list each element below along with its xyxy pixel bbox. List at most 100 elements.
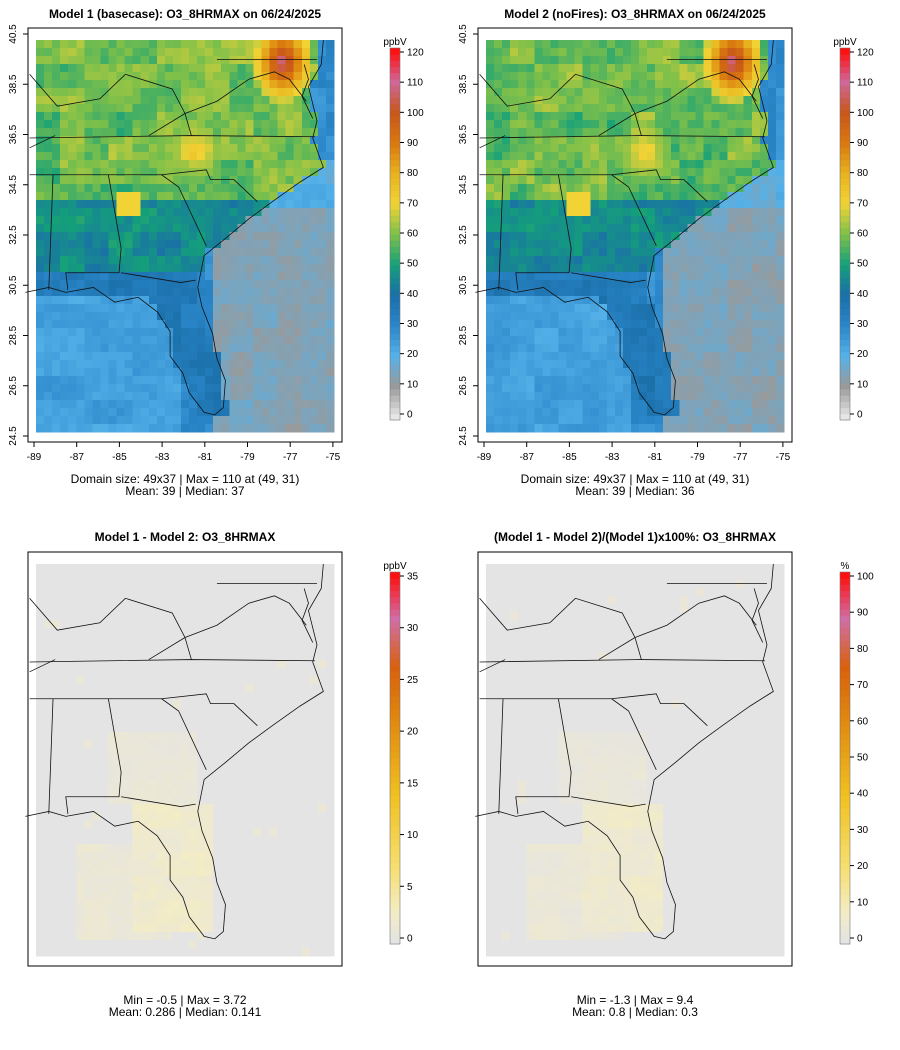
heatmap-cell — [133, 676, 141, 684]
heatmap-cell — [141, 312, 149, 320]
heatmap-cell — [655, 216, 663, 224]
heatmap-cell — [695, 328, 703, 336]
heatmap-cell — [318, 104, 326, 112]
heatmap-cell — [599, 88, 607, 96]
heatmap-cell — [270, 652, 278, 660]
heatmap-cell — [703, 296, 711, 304]
heatmap-cell — [623, 384, 631, 392]
heatmap-cell — [237, 724, 245, 732]
heatmap-cell — [60, 408, 68, 416]
heatmap-cell — [286, 612, 294, 620]
heatmap-cell — [253, 96, 261, 104]
heatmap-cell — [221, 264, 229, 272]
heatmap-cell — [68, 564, 76, 572]
heatmap-cell — [615, 200, 623, 208]
heatmap-cell — [294, 740, 302, 748]
heatmap-cell — [631, 160, 639, 168]
heatmap-cell — [671, 168, 679, 176]
heatmap-cell — [278, 740, 286, 748]
heatmap-cell — [92, 128, 100, 136]
heatmap-cell — [205, 272, 213, 280]
heatmap-cell — [270, 708, 278, 716]
heatmap-cell — [286, 128, 294, 136]
heatmap-cell — [262, 160, 270, 168]
heatmap-cell — [502, 328, 510, 336]
heatmap-cell — [567, 128, 575, 136]
heatmap-cell — [760, 320, 768, 328]
heatmap-cell — [270, 424, 278, 432]
heatmap-cell — [117, 780, 125, 788]
heatmap-cell — [141, 368, 149, 376]
heatmap-cell — [76, 112, 84, 120]
heatmap-cell — [623, 320, 631, 328]
heatmap-cell — [44, 144, 52, 152]
heatmap-cell — [752, 408, 760, 416]
heatmap-cell — [165, 684, 173, 692]
heatmap-cell — [36, 192, 44, 200]
heatmap-cell — [149, 232, 157, 240]
heatmap-cell — [687, 248, 695, 256]
heatmap-cell — [36, 748, 44, 756]
heatmap-cell — [173, 48, 181, 56]
heatmap-cell — [294, 660, 302, 668]
heatmap-cell — [245, 272, 253, 280]
heatmap-cell — [125, 392, 133, 400]
heatmap-cell — [149, 312, 157, 320]
heatmap-cell — [510, 272, 518, 280]
heatmap-cell — [52, 256, 60, 264]
heatmap-cell — [550, 88, 558, 96]
heatmap-cell — [76, 360, 84, 368]
heatmap-cell — [221, 192, 229, 200]
heatmap-cell — [286, 64, 294, 72]
heatmap-cell — [550, 264, 558, 272]
heatmap-cell — [294, 96, 302, 104]
heatmap-cell — [157, 64, 165, 72]
heatmap-cell — [302, 320, 310, 328]
heatmap-cell — [36, 708, 44, 716]
heatmap-cell — [728, 312, 736, 320]
heatmap-cell — [712, 224, 720, 232]
heatmap-cell — [510, 424, 518, 432]
heatmap-cell — [157, 384, 165, 392]
heatmap-cell — [703, 112, 711, 120]
heatmap-cell — [237, 368, 245, 376]
colorbar-swatch — [840, 383, 850, 390]
heatmap-cell — [253, 572, 261, 580]
heatmap-cell — [518, 48, 526, 56]
heatmap-cell — [615, 160, 623, 168]
colorbar-swatch — [390, 284, 400, 291]
heatmap-cell — [776, 216, 784, 224]
heatmap-cell — [326, 304, 334, 312]
heatmap-cell — [133, 48, 141, 56]
heatmap-cell — [502, 80, 510, 88]
heatmap-cell — [68, 732, 76, 740]
heatmap-cell — [550, 72, 558, 80]
heatmap-cell — [286, 288, 294, 296]
heatmap-cell — [205, 112, 213, 120]
heatmap-cell — [84, 224, 92, 232]
heatmap-cell — [100, 764, 108, 772]
heatmap-cell — [607, 416, 615, 424]
heatmap-cell — [60, 684, 68, 692]
heatmap-cell — [237, 668, 245, 676]
heatmap-cell — [213, 384, 221, 392]
heatmap-cell — [534, 72, 542, 80]
heatmap-cell — [270, 700, 278, 708]
heatmap-cell — [270, 208, 278, 216]
heatmap-cell — [310, 312, 318, 320]
heatmap-cell — [133, 716, 141, 724]
heatmap-cell — [197, 352, 205, 360]
heatmap-cell — [189, 408, 197, 416]
heatmap-cell — [253, 360, 261, 368]
heatmap-cell — [125, 320, 133, 328]
heatmap-cell — [181, 272, 189, 280]
heatmap-cell — [189, 64, 197, 72]
colorbar-label: 40 — [407, 289, 419, 300]
heatmap-cell — [270, 272, 278, 280]
heatmap-cell — [92, 796, 100, 804]
heatmap-cell — [92, 328, 100, 336]
heatmap-cell — [44, 424, 52, 432]
heatmap-cell — [510, 80, 518, 88]
heatmap-cell — [221, 564, 229, 572]
heatmap-cell — [615, 224, 623, 232]
